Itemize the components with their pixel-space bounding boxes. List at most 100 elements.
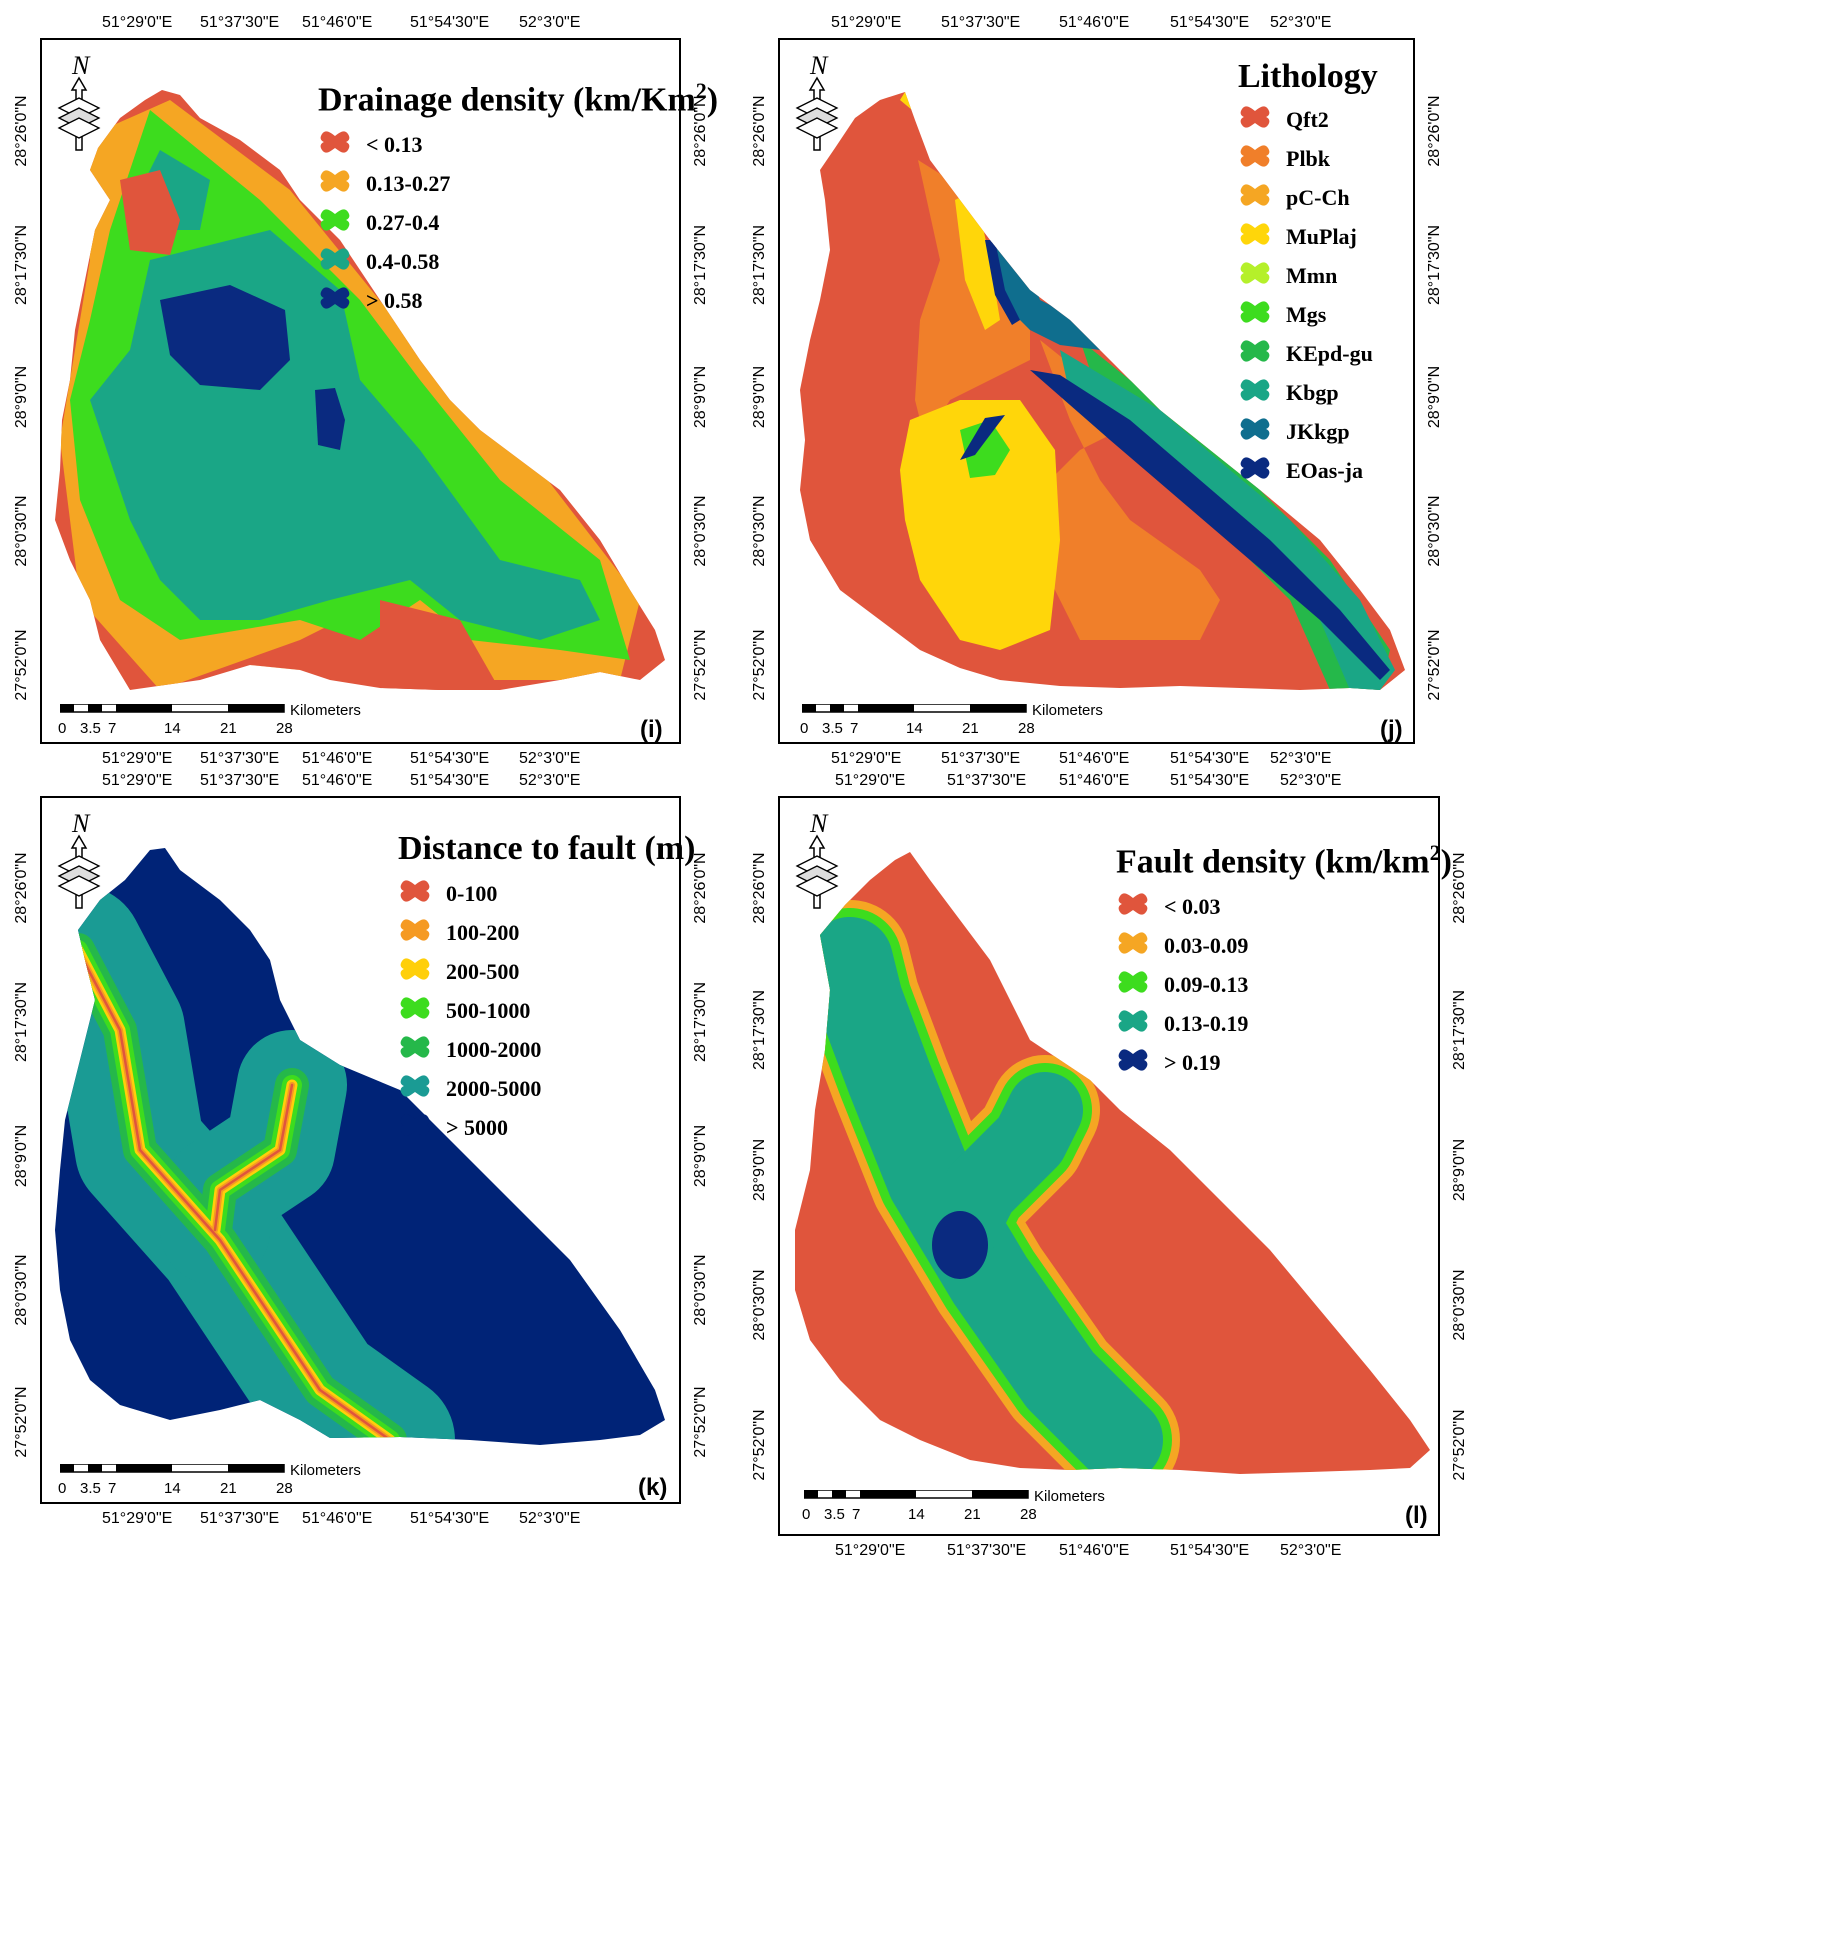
map-k-distance-to-fault — [55, 848, 665, 1445]
scale-tick-label: 14 — [908, 1506, 925, 1523]
legend-swatch — [1238, 103, 1286, 137]
legend-label: 0.13-0.27 — [366, 170, 451, 196]
legend-swatch — [398, 916, 446, 950]
north-letter: N — [809, 51, 829, 80]
panel-label-l: (l) — [1405, 1502, 1428, 1529]
north-arrow-icon: N — [792, 50, 842, 165]
lat-label-right: 28°9'0"N — [1451, 1138, 1468, 1202]
lat-label-right: 27°52'0"N — [692, 1386, 709, 1458]
lon-label-bottom: 52°3'0"E — [1270, 750, 1332, 767]
scale-unit-label: Kilometers — [290, 1462, 361, 1479]
legend-swatch — [1116, 890, 1164, 924]
legend-item: 500-1000 — [398, 991, 695, 1030]
lat-label-left: 27°52'0"N — [751, 1409, 768, 1481]
north-letter: N — [71, 809, 91, 838]
legend-label: < 0.03 — [1164, 893, 1221, 919]
lat-label-left: 28°9'0"N — [751, 365, 768, 429]
legend-swatch — [398, 1072, 446, 1106]
scale-tick-label: 3.5 — [80, 720, 101, 737]
panel-label-j: (j) — [1380, 716, 1403, 743]
lat-label-left: 27°52'0"N — [751, 629, 768, 701]
lat-label-right: 28°0'30"N — [692, 495, 709, 567]
scale-tick-label: 0 — [802, 1506, 811, 1523]
legend-item: 0.4-0.58 — [318, 242, 718, 281]
legend-item: 0.09-0.13 — [1116, 965, 1452, 1004]
map-i-drainage-density — [55, 90, 665, 690]
lon-label-bottom: 51°29'0"E — [835, 1542, 906, 1559]
lon-label-top: 51°54'30"E — [1170, 772, 1250, 789]
scale-bar — [804, 1490, 1104, 1530]
legend-label: 100-200 — [446, 919, 520, 945]
lat-label-left: 28°9'0"N — [13, 1124, 30, 1188]
lat-label-right: 28°26'0"N — [1451, 852, 1468, 924]
scale-bar — [60, 1464, 360, 1504]
legend-item: > 0.58 — [318, 281, 718, 320]
legend-item: JKkgp — [1238, 412, 1378, 451]
scale-tick-label: 7 — [108, 720, 117, 737]
lat-label-right: 27°52'0"N — [1451, 1409, 1468, 1481]
legend-label: 2000-5000 — [446, 1075, 542, 1101]
scale-tick-label: 3.5 — [80, 1480, 101, 1497]
north-arrow-icon: N — [54, 50, 104, 165]
lat-label-right: 28°17'30"N — [1451, 989, 1468, 1071]
lon-label-top: 52°3'0"E — [1270, 14, 1332, 31]
legend-label: 0.27-0.4 — [366, 209, 440, 235]
legend-label: 200-500 — [446, 958, 520, 984]
legend-item: < 0.03 — [1116, 887, 1452, 926]
lat-label-right: 28°0'30"N — [1426, 495, 1443, 567]
legend-label: 0.13-0.19 — [1164, 1010, 1249, 1036]
lon-label-top: 51°54'30"E — [1170, 14, 1250, 31]
lon-label-bottom: 52°3'0"E — [519, 1510, 581, 1527]
legend-item: Mmn — [1238, 256, 1378, 295]
lon-label-bottom: 51°46'0"E — [1059, 750, 1130, 767]
lon-label-top: 51°29'0"E — [102, 772, 173, 789]
lon-label-top: 51°46'0"E — [302, 772, 373, 789]
legend-item: Plbk — [1238, 139, 1378, 178]
scale-tick-label: 7 — [852, 1506, 861, 1523]
legend-swatch — [318, 245, 366, 279]
legend-item: > 5000 — [398, 1108, 695, 1147]
legend-swatch — [1238, 415, 1286, 449]
legend-swatch — [398, 877, 446, 911]
legend-label: Qft2 — [1286, 106, 1329, 132]
legend-j: Lithology Qft2 Plbk pC-Ch MuPlaj Mmn Mgs KEpd-… — [1238, 58, 1378, 490]
legend-swatch — [1238, 142, 1286, 176]
legend-swatch — [1116, 1007, 1164, 1041]
legend-item: EOas-ja — [1238, 451, 1378, 490]
legend-label: 0-100 — [446, 880, 498, 906]
legend-label: > 5000 — [446, 1114, 509, 1140]
scale-unit-label: Kilometers — [1034, 1488, 1105, 1505]
lat-label-right: 28°17'30"N — [692, 224, 709, 306]
lat-label-left: 28°0'30"N — [13, 1254, 30, 1326]
scale-tick-label: 14 — [164, 1480, 181, 1497]
legend-swatch — [1238, 220, 1286, 254]
lat-label-left: 27°52'0"N — [13, 629, 30, 701]
lon-label-top: 51°29'0"E — [831, 14, 902, 31]
legend-label: 0.4-0.58 — [366, 248, 440, 274]
lat-label-right: 28°9'0"N — [1426, 365, 1443, 429]
legend-swatch — [398, 1033, 446, 1067]
lon-label-bottom: 51°37'30"E — [200, 750, 280, 767]
north-arrow-icon: N — [54, 808, 104, 923]
lon-label-bottom: 51°37'30"E — [941, 750, 1021, 767]
lat-label-left: 28°26'0"N — [13, 852, 30, 924]
lon-label-bottom: 52°3'0"E — [1280, 1542, 1342, 1559]
legend-label: JKkgp — [1286, 418, 1350, 444]
panel-label-k: (k) — [638, 1474, 668, 1501]
scale-tick-label: 7 — [108, 1480, 117, 1497]
legend-label: < 0.13 — [366, 131, 423, 157]
legend-i: Drainage density (km/Km2) < 0.13 0.13-0.2… — [318, 78, 718, 320]
legend-label: pC-Ch — [1286, 184, 1350, 210]
lat-label-left: 28°26'0"N — [751, 852, 768, 924]
legend-item: 0.03-0.09 — [1116, 926, 1452, 965]
scale-tick-label: 21 — [220, 720, 237, 737]
scale-tick-label: 14 — [906, 720, 923, 737]
lon-label-bottom: 51°29'0"E — [831, 750, 902, 767]
lon-label-bottom: 51°46'0"E — [302, 1510, 373, 1527]
scale-tick-label: 28 — [1020, 1506, 1037, 1523]
legend-swatch — [398, 1111, 446, 1145]
lon-label-top: 51°37'30"E — [941, 14, 1021, 31]
lon-label-top: 52°3'0"E — [519, 14, 581, 31]
legend-swatch — [1238, 337, 1286, 371]
